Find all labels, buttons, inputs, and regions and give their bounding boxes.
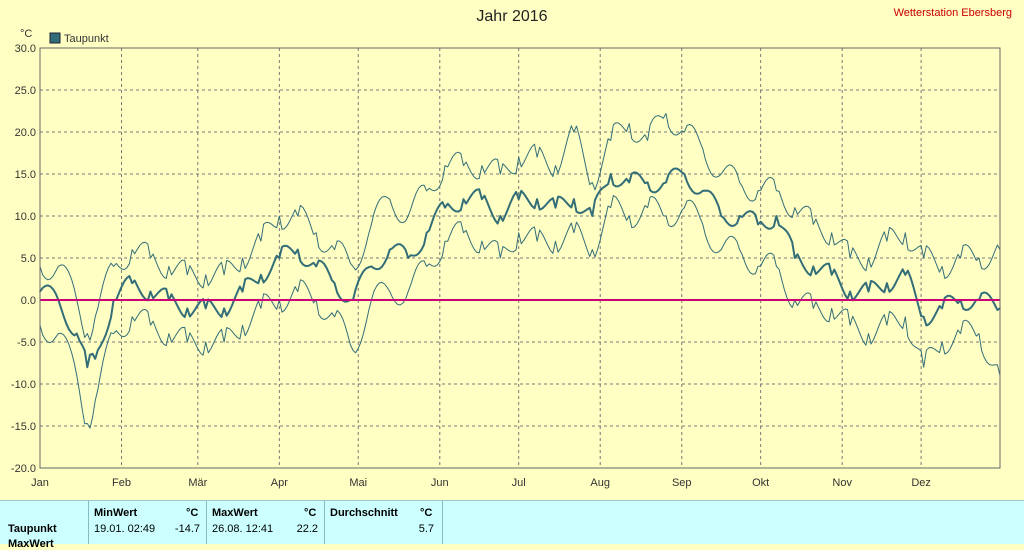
- series-point: [278, 257, 281, 259]
- min-header: MinWert: [94, 507, 138, 519]
- plot-frame: [39, 47, 1001, 469]
- series-point: [499, 215, 502, 217]
- max-time: 26.08. 12:41: [212, 523, 274, 535]
- chart-title: Jahr 2016: [476, 8, 547, 25]
- series-point: [260, 274, 262, 276]
- min-value: -14.7: [174, 523, 200, 535]
- series-point: [812, 265, 815, 268]
- chart: Jahr 2016 Wetterstation Ebersberg °C 30.…: [11, 7, 1012, 489]
- series-point: [757, 223, 759, 226]
- series-point: [941, 307, 943, 310]
- series-line-min: [39, 195, 1001, 429]
- row-label-maxwert-partial: MaxWert: [8, 538, 54, 550]
- series-point: [849, 290, 851, 293]
- series-point: [86, 366, 89, 369]
- series-point: [223, 307, 225, 310]
- y-tick-label: 0.0: [21, 295, 36, 307]
- series-point: [775, 215, 778, 217]
- x-tick-label: Feb: [112, 477, 131, 489]
- y-tick-label: -10.0: [11, 379, 36, 391]
- x-tick-label: Jan: [31, 477, 49, 489]
- series-point: [922, 316, 925, 318]
- x-axis-ticks: Jan Feb Mär Apr Mai Jun Jul Aug Sep Okt Nov Dez: [31, 477, 931, 489]
- station-name: Wetterstation Ebersberg: [894, 7, 1012, 19]
- series-point: [867, 290, 870, 293]
- series-point: [591, 215, 594, 217]
- y-tick-label: 5.0: [21, 253, 36, 265]
- avg-value: 5.7: [418, 523, 434, 535]
- series-point: [76, 332, 78, 335]
- series-point: [186, 307, 189, 310]
- series-line-max: [39, 113, 1001, 341]
- series-point: [904, 274, 907, 276]
- series-point: [204, 307, 207, 310]
- series-point: [886, 282, 888, 285]
- avg-unit: °C: [420, 507, 433, 519]
- series-point: [683, 173, 686, 175]
- series-point: [241, 290, 244, 293]
- x-tick-label: Aug: [590, 477, 610, 489]
- series-point: [536, 198, 538, 200]
- series-point: [701, 190, 704, 192]
- x-tick-label: Jul: [512, 477, 526, 489]
- y-tick-label: -20.0: [11, 463, 36, 475]
- series-point: [517, 198, 520, 200]
- series-point: [738, 215, 741, 217]
- max-unit: °C: [304, 507, 317, 519]
- x-tick-label: Nov: [832, 477, 852, 489]
- series-point: [665, 181, 667, 184]
- legend: Taupunkt: [49, 32, 109, 45]
- series-point: [131, 282, 133, 285]
- y-tick-label: 15.0: [15, 169, 36, 181]
- series-point: [609, 173, 612, 175]
- series-point: [389, 248, 391, 251]
- legend-swatch-taupunkt: [49, 32, 61, 44]
- series-point: [554, 206, 557, 209]
- max-value: 22.2: [296, 523, 318, 535]
- series-point: [94, 358, 97, 360]
- y-tick-label: 25.0: [15, 85, 36, 97]
- series-point: [720, 215, 723, 217]
- series-point: [830, 274, 833, 276]
- avg-header: Durchschnitt: [330, 507, 398, 519]
- series-point: [573, 198, 575, 200]
- x-tick-label: Mai: [349, 477, 367, 489]
- x-tick-label: Mär: [188, 477, 207, 489]
- series-point: [628, 181, 630, 184]
- series-point: [794, 257, 796, 259]
- series-point: [444, 206, 446, 209]
- y-axis-ticks: 30.0 25.0 20.0 15.0 10.0 5.0 0.0 -5.0 -10.0 -15.0…: [11, 43, 36, 475]
- y-tick-label: -5.0: [17, 337, 36, 349]
- legend-label-taupunkt: Taupunkt: [64, 33, 109, 45]
- series-point: [333, 282, 336, 285]
- row-label-taupunkt: Taupunkt: [8, 523, 57, 535]
- min-time: 19.01. 02:49: [94, 523, 156, 535]
- series-point: [646, 181, 649, 184]
- series-point: [462, 198, 465, 200]
- min-unit: °C: [186, 507, 199, 519]
- series-point: [149, 290, 152, 293]
- stats-panel: MinWert °C MaxWert °C Durchschnitt °C Ta…: [0, 500, 1024, 550]
- y-tick-label: 20.0: [15, 127, 36, 139]
- y-tick-label: 30.0: [15, 43, 36, 55]
- x-tick-label: Dez: [911, 477, 931, 489]
- series-layer: [39, 113, 1001, 429]
- x-tick-label: Okt: [752, 477, 769, 489]
- series-point: [481, 198, 483, 200]
- series-line-mean: [39, 167, 1001, 369]
- y-unit-label: °C: [20, 28, 32, 40]
- series-point: [407, 257, 410, 259]
- y-tick-label: -15.0: [11, 421, 36, 433]
- x-tick-label: Jun: [431, 477, 449, 489]
- series-point: [370, 265, 373, 268]
- grid: [40, 48, 1000, 468]
- x-tick-label: Apr: [271, 477, 288, 489]
- max-header: MaxWert: [212, 507, 258, 519]
- series-point: [315, 265, 317, 268]
- y-tick-label: 10.0: [15, 211, 36, 223]
- series-point: [296, 248, 299, 251]
- series-point: [425, 232, 428, 234]
- x-tick-label: Sep: [672, 477, 692, 489]
